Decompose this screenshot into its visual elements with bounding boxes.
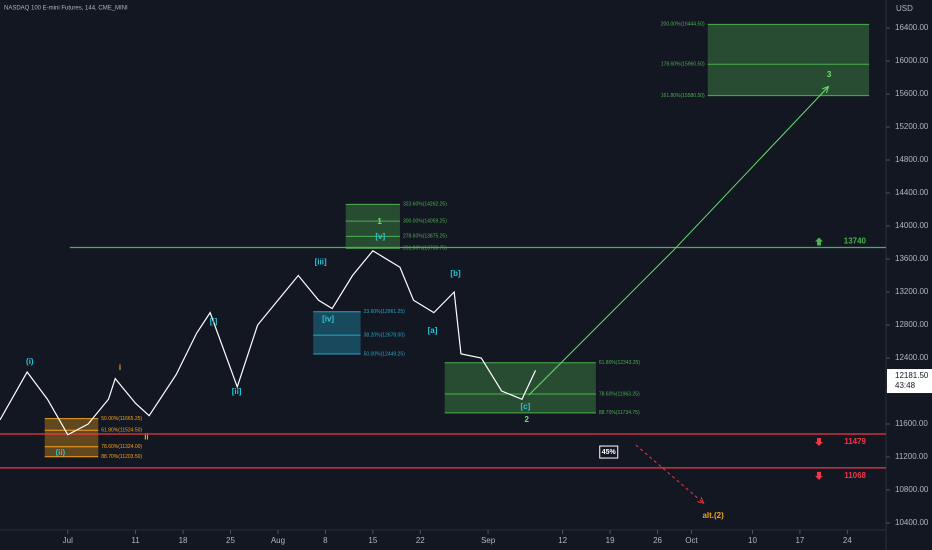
y-tick-label: 16000.00 [895,56,929,65]
x-tick-label: Aug [271,536,285,545]
fib-label: 278.60%(13875.25) [403,234,447,240]
x-tick-label: Oct [685,536,698,545]
price-line [0,249,537,436]
fib-label: 61.80%(11524.50) [101,428,142,434]
wave-label: 1 [377,217,382,226]
wave-label: [c] [520,402,530,411]
wave-label: 3 [827,70,832,79]
wave-label: [v] [375,232,385,241]
current-price-box [887,369,932,394]
projection [528,87,829,396]
y-tick-label: 13600.00 [895,254,929,263]
fib-label: 61.80%(12343.25) [599,360,640,366]
probability-box [599,445,619,459]
y-tick-label: 14000.00 [895,221,929,230]
level-arrow [815,471,823,480]
wave-label: [iv] [322,314,334,323]
fib-label: 261.80%(13730.75) [403,246,447,252]
x-tick-label: 26 [653,536,662,545]
x-tick-label: 10 [748,536,757,545]
fib-zone [44,418,99,457]
fib-label: 161.80%(15580.50) [661,93,705,99]
x-tick-label: 11 [131,536,140,545]
y-tick-label: 14800.00 [895,155,929,164]
fib-label: 38.20%(12678.00) [364,332,405,338]
x-tick-label: 24 [843,536,852,545]
y-tick-label: 11600.00 [895,419,928,428]
y-tick-label: 12800.00 [895,320,929,329]
y-tick-label: 15600.00 [895,89,929,98]
fib-label: 23.60%(12961.25) [364,309,405,315]
fib-label: 78.60%(11963.25) [599,391,640,397]
wave-label: [iii] [315,257,327,266]
level-arrow [815,437,823,446]
x-tick-label: 17 [795,536,804,545]
wave-label: i [119,363,121,372]
y-tick-label: 10800.00 [895,485,929,494]
currency: USD [896,4,913,13]
fib-label: 50.00%(12449.25) [364,351,405,357]
level-label: 11068 [844,471,866,480]
x-tick-label: 22 [416,536,425,545]
wave-label: [i] [210,317,218,326]
y-tick-label: 14400.00 [895,188,929,197]
fib-label: 323.60%(14262.25) [403,202,447,208]
fib-label: 300.00%(14059.25) [403,218,447,224]
fib-label: 78.60%(11324.00) [101,444,142,450]
wave-label: [a] [428,326,438,335]
projection [635,444,704,503]
x-tick-label: Sep [481,536,496,545]
fib-label: 50.00%(11665.25) [101,416,142,422]
wave-label: ii [144,432,148,441]
wave-label: (ii) [55,448,65,457]
fib-label: 178.60%(15960.50) [661,62,705,68]
y-tick-label: 12400.00 [895,353,929,362]
countdown: 43:48 [895,381,916,390]
y-tick-label: 16400.00 [895,23,929,32]
y-tick-label: 10400.00 [895,518,929,527]
x-tick-label: Jul [63,536,73,545]
probability-label: 45% [602,449,617,456]
wave-label: 2 [524,415,529,424]
fib-label: 88.70%(11203.50) [101,454,142,460]
level-label: 13740 [844,237,867,246]
chart-title: NASDAQ 100 E-mini Futures, 144, CME_MINI [4,6,128,12]
fib-zone [444,362,596,413]
wave-label: [ii] [232,387,242,396]
fib-zone [313,311,361,354]
fib-zone [345,204,400,249]
x-tick-label: 8 [323,536,328,545]
x-tick-label: 12 [558,536,567,545]
fib-label: 88.70%(11734.75) [599,410,640,416]
y-tick-label: 15200.00 [895,122,929,131]
current-price: 12181.50 [895,371,929,380]
x-tick-label: 18 [179,536,188,545]
x-tick-label: 19 [606,536,615,545]
fib-label: 200.00%(16444.50) [661,22,705,28]
y-tick-label: 13200.00 [895,287,929,296]
wave-label: [b] [450,269,461,278]
x-tick-label: 25 [226,536,235,545]
level-arrow [815,237,823,246]
fib-zone [707,24,870,96]
wave-label: alt.(2) [702,511,724,520]
x-tick-label: 15 [368,536,377,545]
level-label: 11479 [844,437,866,446]
wave-label: (i) [26,357,34,366]
y-tick-label: 11200.00 [895,452,928,461]
